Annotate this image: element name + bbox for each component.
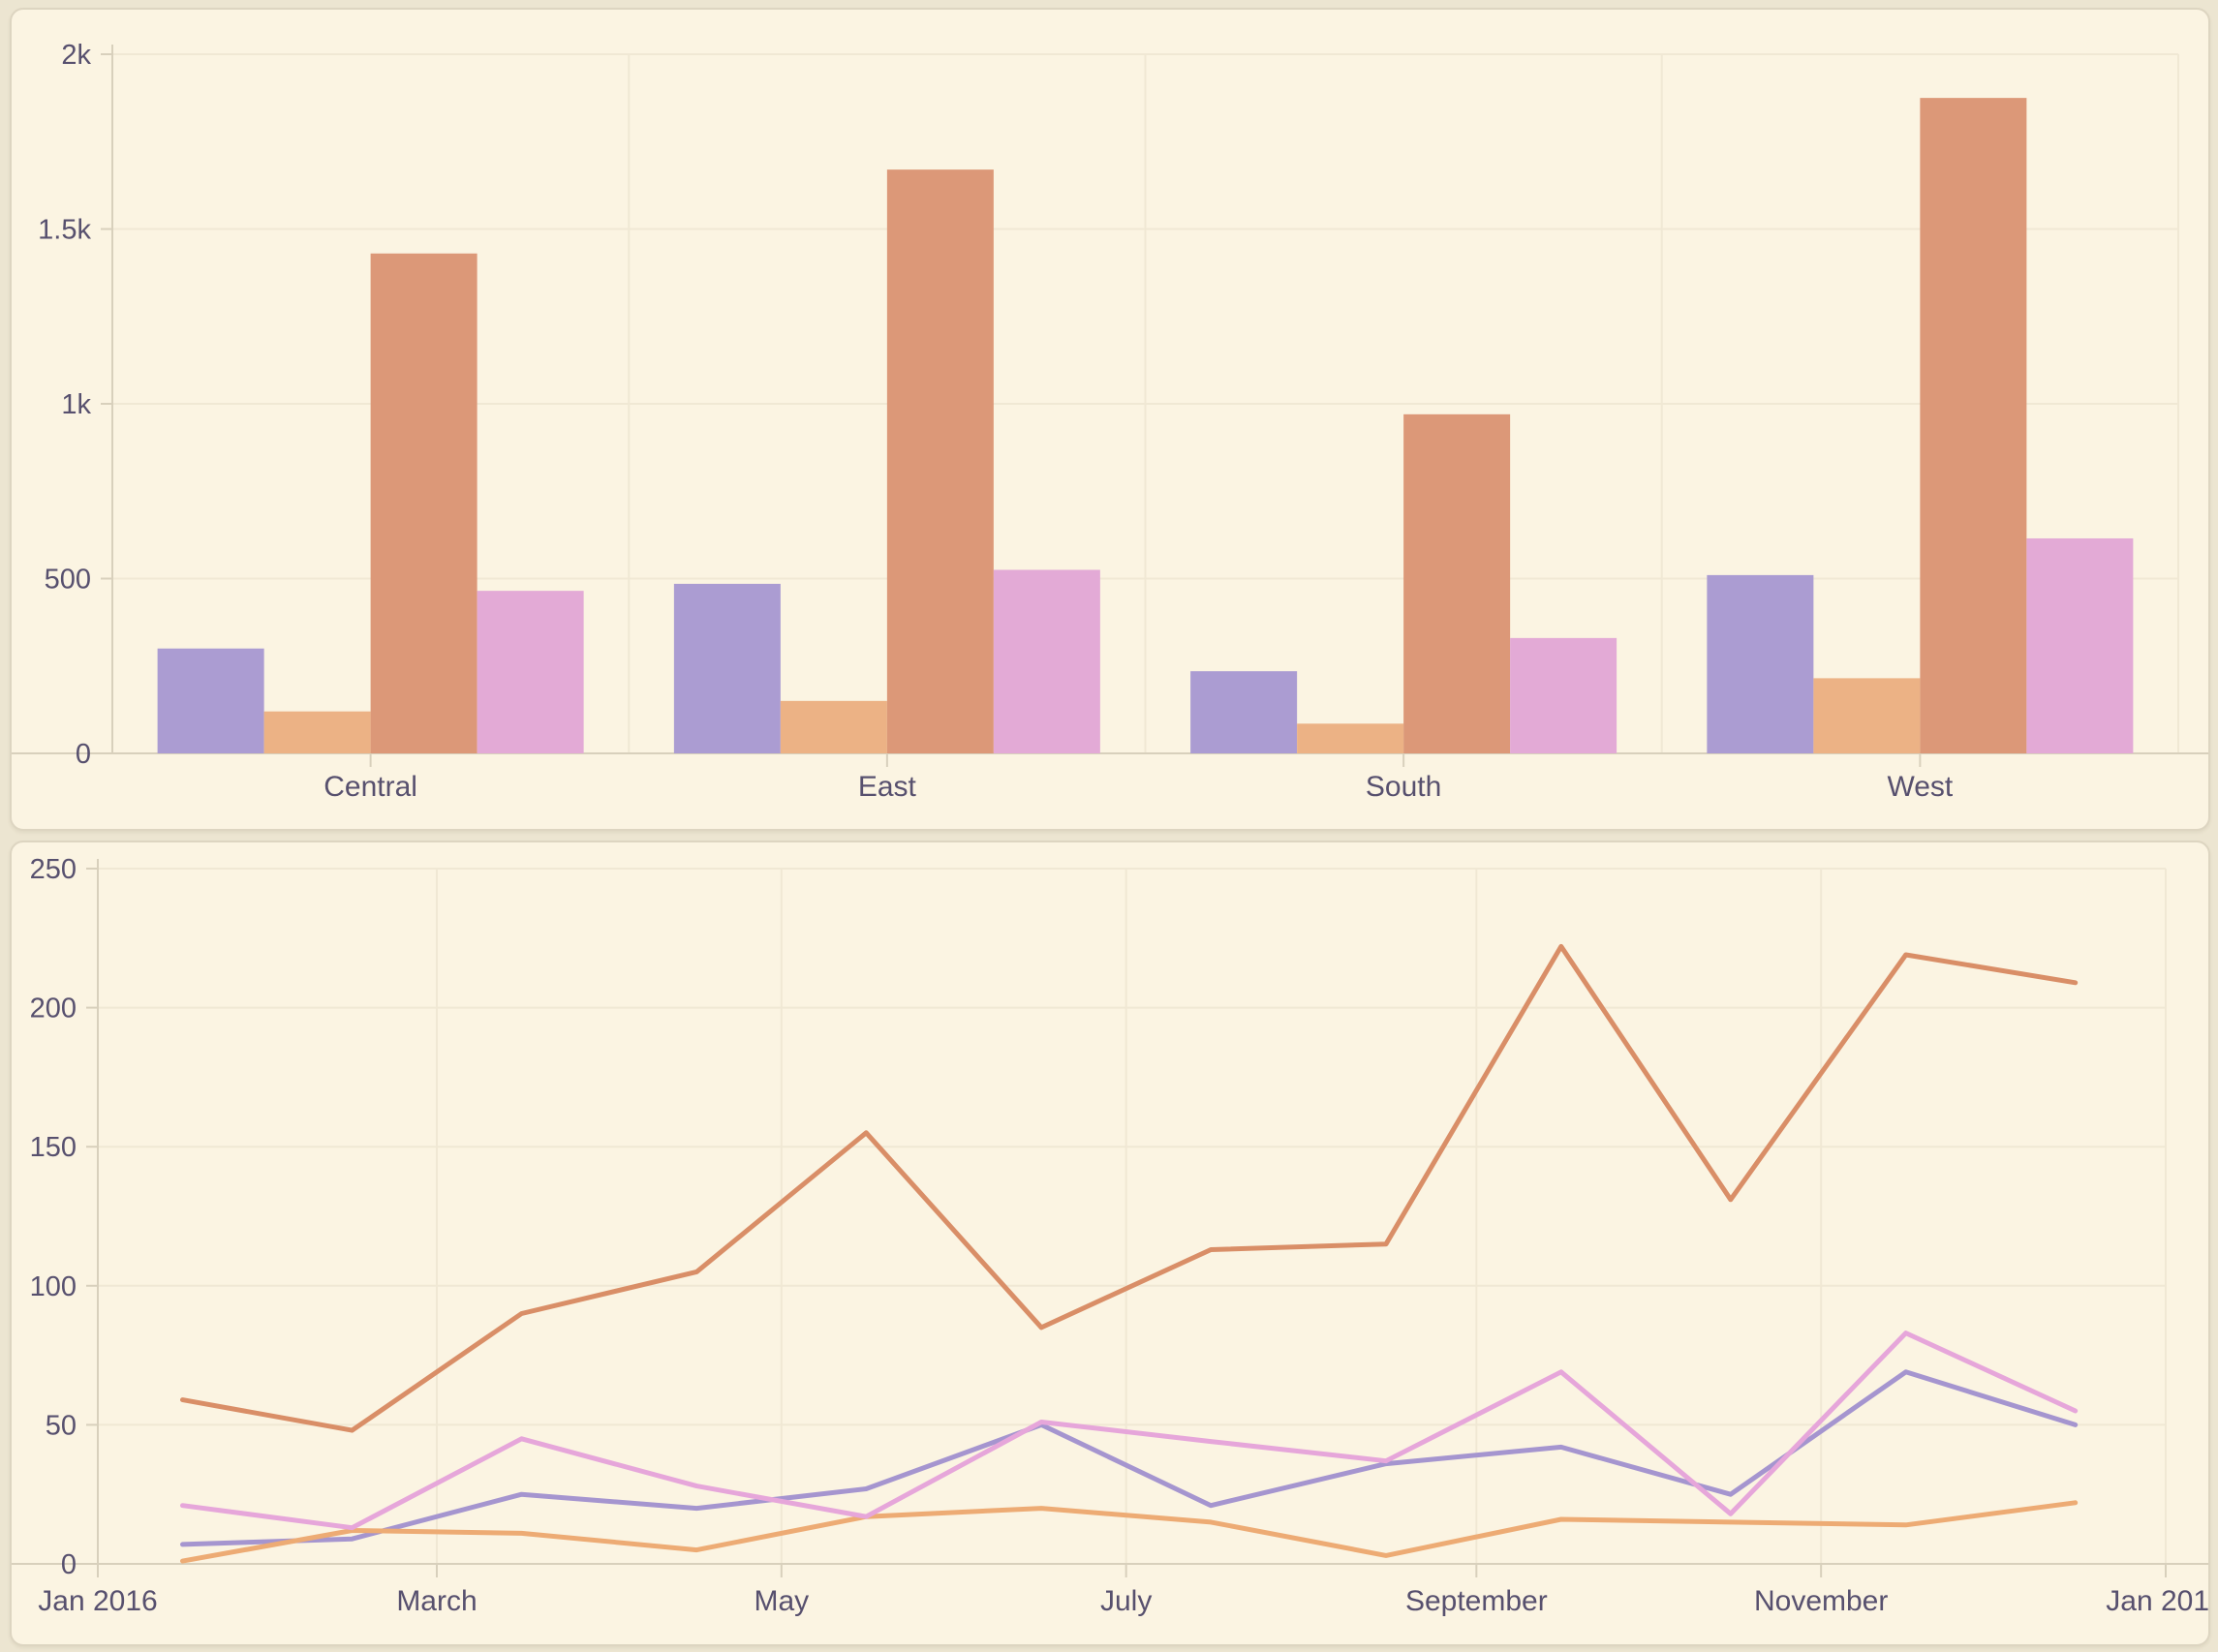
bar-chart: 0 500 1k 1.5k 2k Central East South West xyxy=(12,40,2208,803)
line-chart-x-tick-label: Jan 2016 xyxy=(38,1585,157,1617)
bar-light-orange-central[interactable] xyxy=(263,711,371,753)
bar-salmon-east[interactable] xyxy=(886,169,994,753)
bar-chart-category-label: South xyxy=(1366,771,1441,803)
bar-chart-y-tick-label: 1k xyxy=(61,389,91,420)
bar-salmon-south[interactable] xyxy=(1403,413,1511,753)
line-chart-x-tick-label: November xyxy=(1754,1585,1888,1617)
bar-salmon-central[interactable] xyxy=(370,253,477,753)
bar-light-orange-east[interactable] xyxy=(780,700,887,753)
bar-pink-west[interactable] xyxy=(2026,537,2134,753)
line-chart: 0 50 100 150 200 250 Jan 2016 March May July Septe… xyxy=(12,854,2208,1617)
line-chart-y-tick-label: 200 xyxy=(30,994,77,1025)
bar-chart-panel: 0 500 1k 1.5k 2k Central East South West xyxy=(10,8,2210,831)
line-chart-y-tick-label: 150 xyxy=(30,1132,77,1163)
bar-light-orange-south[interactable] xyxy=(1297,723,1404,753)
line-chart-x-tick-label: March xyxy=(396,1585,477,1617)
line-chart-x-tick-label: Jan 2017 xyxy=(2106,1585,2208,1617)
line-chart-x-tick-label: May xyxy=(754,1585,809,1617)
bar-chart-y-tick-label: 1.5k xyxy=(38,215,91,246)
line-series-salmon[interactable] xyxy=(180,943,2079,1433)
line-series-light-orange[interactable] xyxy=(180,1500,2079,1564)
bar-purple-central[interactable] xyxy=(157,648,264,753)
line-series-purple[interactable] xyxy=(180,1369,2079,1547)
bar-chart-category-label: Central xyxy=(323,771,417,803)
line-chart-x-tick-label: July xyxy=(1100,1585,1152,1617)
bar-purple-east[interactable] xyxy=(673,583,781,753)
line-chart-x-tick-label: September xyxy=(1405,1585,1548,1617)
line-chart-panel: 0 50 100 150 200 250 Jan 2016 March May July Septe… xyxy=(10,841,2210,1646)
bar-chart-y-tick-label: 500 xyxy=(45,565,91,596)
bar-pink-east[interactable] xyxy=(993,569,1100,753)
bar-chart-category-label: East xyxy=(858,771,917,803)
line-chart-y-tick-label: 0 xyxy=(61,1549,77,1580)
bar-chart-y-tick-label: 0 xyxy=(76,739,91,770)
bar-chart-y-tick-label: 2k xyxy=(61,40,91,71)
bar-chart-category-label: West xyxy=(1887,771,1953,803)
bar-salmon-west[interactable] xyxy=(1920,98,2027,753)
bar-pink-central[interactable] xyxy=(477,591,584,753)
bar-light-orange-west[interactable] xyxy=(1813,678,1921,753)
bar-pink-south[interactable] xyxy=(1510,637,1617,753)
line-chart-y-tick-label: 250 xyxy=(30,854,77,885)
bar-purple-west[interactable] xyxy=(1707,574,1814,753)
line-chart-y-tick-label: 50 xyxy=(46,1410,77,1441)
bar-purple-south[interactable] xyxy=(1190,671,1298,753)
line-series-pink[interactable] xyxy=(180,1331,2079,1531)
line-chart-y-tick-label: 100 xyxy=(30,1271,77,1302)
